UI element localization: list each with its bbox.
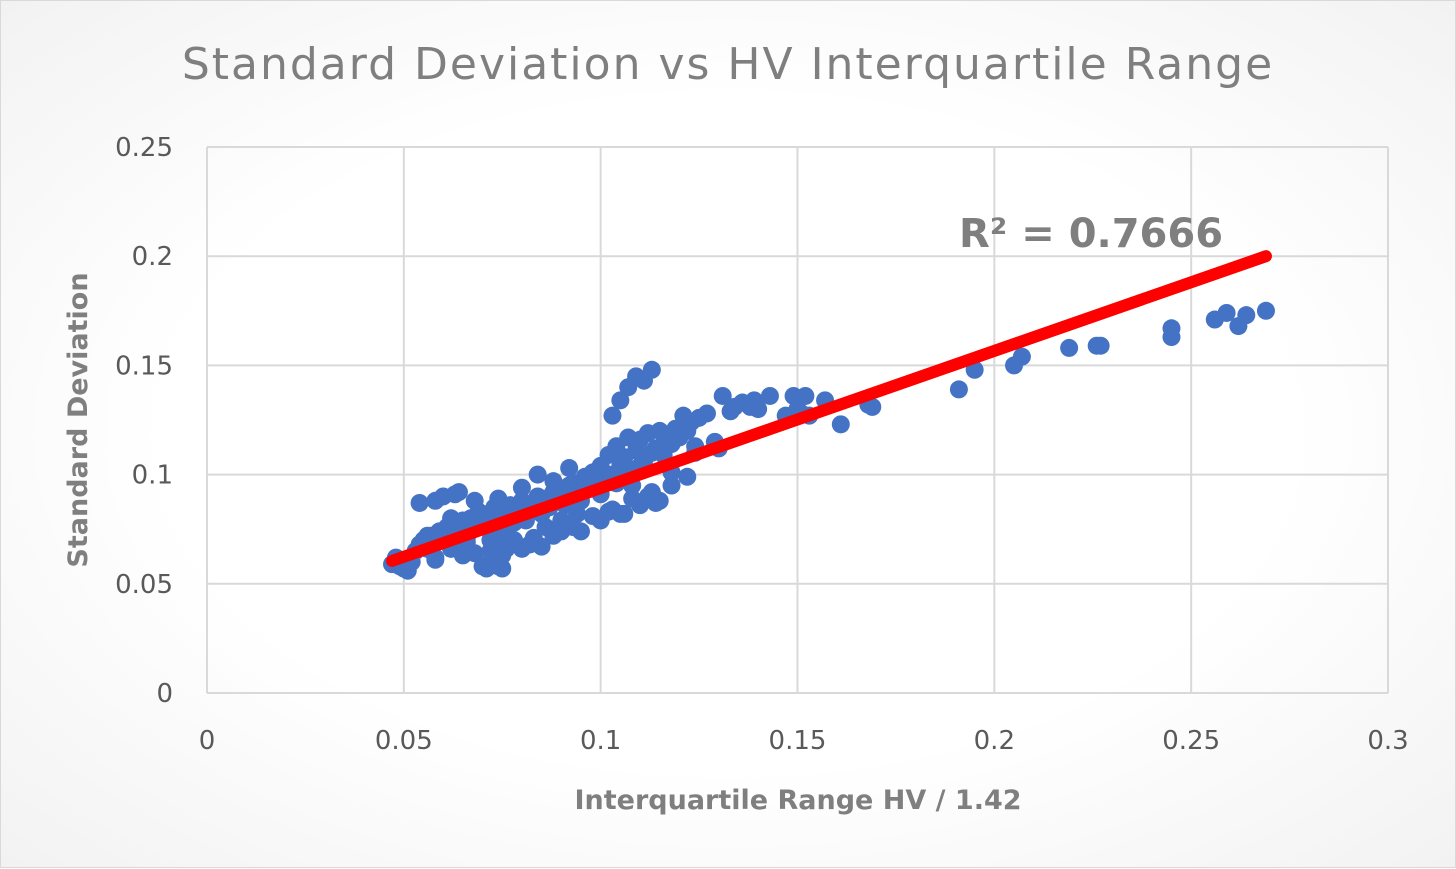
data-point	[1012, 347, 1031, 366]
data-point	[697, 404, 716, 423]
y-tick-label: 0.2	[132, 242, 173, 272]
x-tick-label: 0.1	[580, 726, 621, 756]
data-point	[713, 386, 732, 405]
data-point	[418, 526, 437, 545]
data-point	[831, 415, 850, 434]
trendline-group	[386, 250, 1272, 567]
x-axis-title: Interquartile Range HV / 1.42	[574, 785, 1021, 816]
data-point	[749, 400, 768, 419]
data-point	[528, 465, 547, 484]
x-tick-label: 0	[199, 726, 216, 756]
data-point	[603, 500, 622, 519]
data-point	[489, 489, 508, 508]
trendline	[386, 250, 1272, 567]
x-tick-label: 0.2	[974, 726, 1015, 756]
data-point	[583, 465, 602, 484]
data-point	[1162, 328, 1181, 347]
y-tick-label: 0	[156, 679, 173, 709]
data-point	[583, 507, 602, 526]
gridlines	[206, 146, 1389, 694]
data-point	[796, 386, 815, 405]
data-point	[603, 406, 622, 425]
data-point	[623, 489, 642, 508]
data-point	[544, 472, 563, 491]
x-tick-label: 0.15	[769, 726, 827, 756]
data-point	[512, 478, 531, 497]
r-squared-label: R² = 0.7666	[959, 211, 1223, 257]
y-tick-label: 0.15	[115, 351, 173, 381]
data-points	[383, 301, 1275, 580]
x-axis-ticks: 0 0.05 0.1 0.15 0.2 0.25 0.3	[199, 726, 1409, 756]
data-point	[949, 380, 968, 399]
data-point	[760, 386, 779, 405]
data-point	[611, 391, 630, 410]
data-point	[678, 467, 697, 486]
y-axis-title: Standard Deviation	[63, 272, 94, 567]
data-point	[524, 528, 543, 547]
data-point	[1091, 336, 1110, 355]
data-point	[410, 493, 429, 512]
data-point	[564, 518, 583, 537]
data-point	[473, 504, 492, 523]
y-tick-label: 0.05	[115, 570, 173, 600]
y-tick-label: 0.1	[132, 461, 173, 491]
chart-title: Standard Deviation vs HV Interquartile R…	[181, 39, 1275, 90]
data-point	[426, 550, 445, 569]
x-tick-label: 0.25	[1162, 726, 1220, 756]
data-point	[544, 526, 563, 545]
data-point	[497, 539, 516, 558]
data-point	[642, 483, 661, 502]
data-point	[1237, 306, 1256, 325]
data-point	[662, 476, 681, 495]
x-tick-label: 0.3	[1367, 726, 1408, 756]
y-tick-label: 0.25	[115, 133, 173, 163]
data-point	[465, 491, 484, 510]
data-point	[1060, 338, 1079, 357]
data-point	[863, 397, 882, 416]
data-point	[465, 544, 484, 563]
data-point	[1256, 301, 1275, 320]
data-point	[560, 459, 579, 478]
y-axis-ticks: 0 0.05 0.1 0.15 0.2 0.25	[115, 133, 173, 709]
data-point	[654, 435, 673, 454]
x-tick-label: 0.05	[375, 726, 433, 756]
data-point	[446, 485, 465, 504]
data-point	[1217, 303, 1236, 322]
data-point	[670, 424, 689, 443]
data-point	[642, 360, 661, 379]
